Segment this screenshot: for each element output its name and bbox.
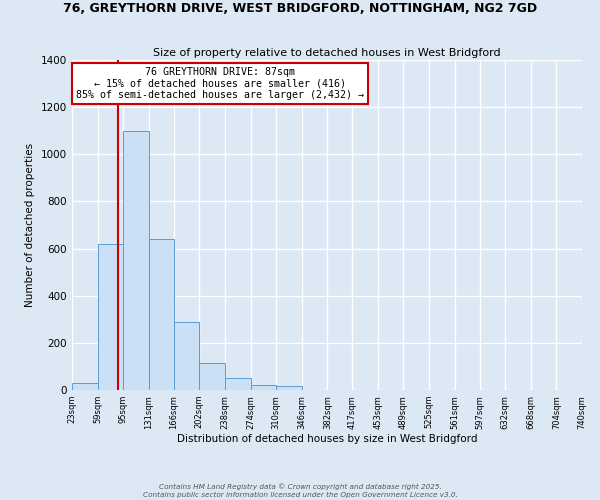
Bar (149, 239, 174, 390)
Text: 76 GREYTHORN DRIVE: 87sqm
← 15% of detached houses are smaller (416)
85% of semi: 76 GREYTHORN DRIVE: 87sqm ← 15% of detac… (76, 66, 364, 100)
Bar (199, 363, 225, 390)
Y-axis label: Number of detached properties: Number of detached properties (25, 143, 35, 307)
Bar (225, 378, 251, 390)
Bar (72, 383, 98, 390)
X-axis label: Distribution of detached houses by size in West Bridgford: Distribution of detached houses by size … (177, 434, 477, 444)
Bar (98, 244, 123, 390)
Bar (174, 322, 199, 390)
Text: Contains HM Land Registry data © Crown copyright and database right 2025.
Contai: Contains HM Land Registry data © Crown c… (143, 484, 457, 498)
Bar (251, 386, 276, 390)
Title: Size of property relative to detached houses in West Bridgford: Size of property relative to detached ho… (153, 48, 501, 58)
Text: 76, GREYTHORN DRIVE, WEST BRIDGFORD, NOTTINGHAM, NG2 7GD: 76, GREYTHORN DRIVE, WEST BRIDGFORD, NOT… (63, 2, 537, 16)
Bar (123, 130, 149, 390)
Bar (276, 386, 302, 390)
